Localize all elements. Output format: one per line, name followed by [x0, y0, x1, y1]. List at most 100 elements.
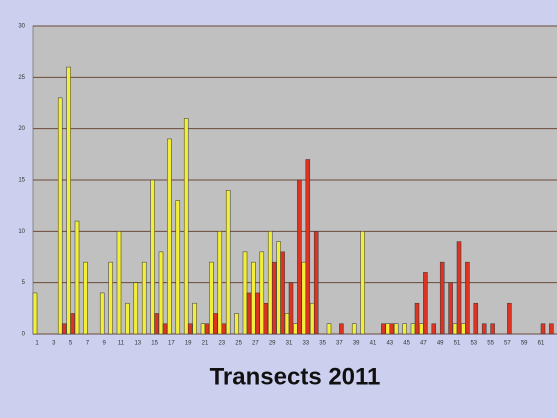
chart-title: Transects 2011: [210, 363, 381, 390]
bar: [154, 313, 159, 335]
x-tick-label: 37: [336, 341, 343, 347]
bar: [389, 323, 395, 335]
x-tick-label: 31: [286, 341, 293, 347]
bar: [351, 323, 357, 335]
x-tick-label: 45: [403, 341, 410, 347]
x-tick-label: 35: [319, 341, 326, 347]
bar: [204, 323, 210, 335]
bar: [284, 313, 290, 335]
bar: [456, 241, 462, 335]
bar: [242, 251, 248, 335]
x-tick-label: 19: [185, 341, 192, 347]
bar: [297, 179, 302, 335]
bar: [57, 97, 63, 335]
bar: [150, 179, 155, 335]
x-tick-label: 21: [202, 341, 209, 347]
bar: [267, 231, 273, 335]
bar: [213, 313, 218, 335]
bar: [313, 231, 319, 335]
bar: [448, 282, 453, 335]
x-tick-label: 43: [386, 341, 393, 347]
x-tick-label: 57: [504, 341, 511, 347]
x-tick-label: 11: [118, 341, 125, 347]
bar: [293, 323, 298, 335]
bar: [158, 251, 164, 335]
x-tick-label: 15: [151, 341, 158, 347]
x-tick-label: 33: [302, 341, 309, 347]
bar: [360, 231, 365, 335]
bar: [288, 282, 294, 335]
bar: [32, 292, 38, 335]
bar: [393, 323, 399, 335]
x-tick-label: 1: [35, 341, 39, 347]
bar: [305, 159, 311, 335]
bar: [385, 323, 391, 335]
bar: [162, 323, 168, 335]
bar: [167, 138, 172, 335]
bar: [108, 261, 113, 335]
x-tick-label: 49: [437, 341, 444, 347]
bar: [251, 261, 256, 335]
bar: [83, 261, 88, 335]
bar: [414, 302, 420, 335]
bar: [217, 231, 223, 335]
x-tick-label: 39: [353, 341, 360, 347]
bar: [381, 323, 386, 335]
bar: [339, 323, 344, 335]
bar: [326, 323, 332, 335]
x-tick-label: 3: [52, 341, 56, 347]
y-tick-label: 30: [18, 24, 25, 30]
bar: [461, 323, 466, 335]
bar: [540, 323, 546, 335]
bar: [234, 313, 239, 335]
bar: [507, 302, 512, 335]
y-tick-label: 20: [18, 126, 25, 132]
x-tick-label: 27: [252, 341, 259, 347]
bar: [402, 323, 407, 335]
x-tick-label: 23: [218, 341, 225, 347]
bar: [263, 302, 269, 335]
bar: [141, 261, 147, 335]
y-tick-label: 5: [22, 280, 26, 286]
bar: [490, 323, 495, 335]
bar: [74, 220, 80, 335]
bar: [439, 261, 445, 335]
bar: [66, 66, 71, 335]
x-tick-label: 13: [134, 341, 141, 347]
bar: [276, 241, 281, 335]
x-tick-label: 53: [470, 341, 477, 347]
y-tick-label: 10: [18, 229, 25, 235]
bar: [99, 292, 105, 335]
bar: [116, 231, 122, 335]
x-tick-label: 61: [538, 341, 545, 347]
bar: [192, 302, 197, 335]
x-tick-label: 17: [168, 341, 175, 347]
bar: [246, 292, 252, 335]
bar: [271, 261, 277, 335]
x-tick-label: 55: [487, 341, 494, 347]
bar: [431, 323, 437, 335]
bar: [187, 323, 193, 335]
x-tick-label: 41: [370, 341, 377, 347]
bar: [255, 292, 260, 335]
x-tick-label: 47: [420, 341, 427, 347]
bar: [419, 323, 424, 335]
bar: [125, 302, 130, 335]
y-tick-label: 0: [22, 332, 26, 338]
y-tick-label: 25: [18, 75, 25, 81]
bar: [301, 261, 307, 335]
bar: [70, 313, 75, 335]
x-tick-label: 25: [235, 341, 242, 347]
bar: [481, 323, 487, 335]
bar: [309, 302, 315, 335]
bar: [280, 251, 285, 335]
x-tick-label: 5: [69, 341, 73, 347]
bar: [209, 261, 214, 335]
y-tick-label: 15: [18, 178, 25, 184]
bar: [175, 200, 181, 335]
x-tick-label: 59: [521, 341, 528, 347]
bar: [410, 323, 416, 335]
bar: [452, 323, 458, 335]
x-tick-label: 9: [103, 341, 107, 347]
